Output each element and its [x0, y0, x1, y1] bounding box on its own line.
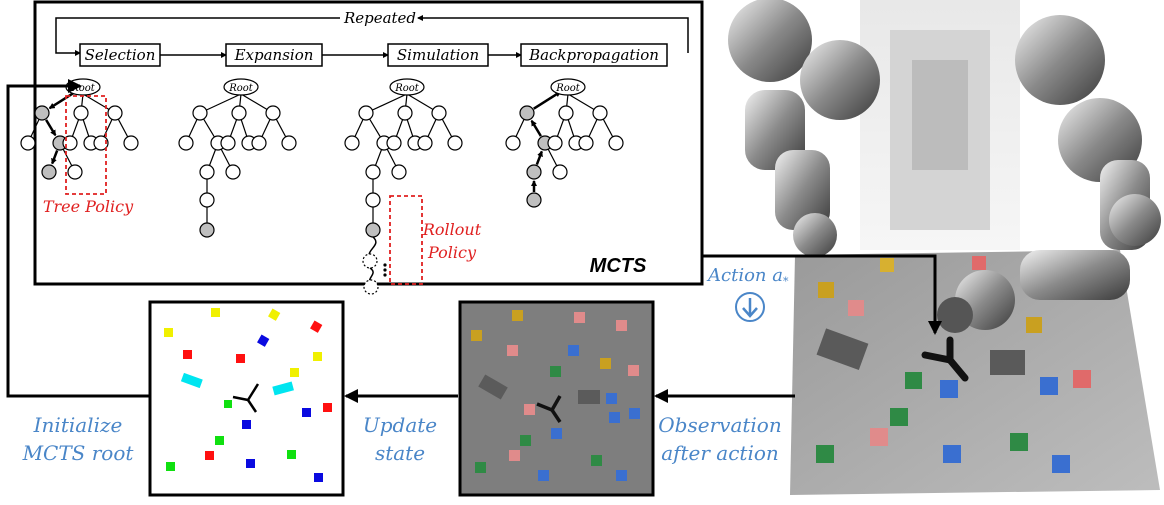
tree-node [199, 222, 215, 238]
tree-node [365, 222, 381, 238]
tree-node [397, 105, 413, 121]
tree-node [231, 105, 247, 121]
robot-right-arm [937, 15, 1161, 333]
tree-node [251, 135, 267, 151]
simulation-label: Simulation [397, 46, 479, 64]
update-label-2: state [375, 441, 425, 465]
tree-edge [530, 119, 542, 137]
tree-node [178, 135, 194, 151]
observation-label-1: Observation [658, 413, 781, 437]
robot-left-arm [728, 0, 880, 257]
backpropagation-box [520, 43, 668, 67]
rollout-policy-label-1: Rollout [422, 220, 482, 239]
tree-node [41, 164, 57, 180]
abstract-blocks [164, 308, 332, 482]
tree-node [225, 164, 241, 180]
tree-node [526, 164, 542, 180]
repeated-loop [55, 15, 689, 56]
rendered-blocks [471, 310, 640, 481]
tree-node [505, 135, 521, 151]
tree-node [73, 105, 89, 121]
initialize-label-1: Initialize [33, 413, 123, 437]
ellipsis-dot [383, 268, 387, 272]
tree-node [192, 105, 208, 121]
tree-edge [45, 119, 57, 137]
tree-edge [535, 150, 543, 165]
root-label: Root [394, 83, 420, 94]
action-arrow [702, 254, 942, 335]
tree-node [20, 135, 36, 151]
tree-node [431, 105, 447, 121]
ellipsis-dot [383, 263, 387, 267]
tree-node [526, 192, 542, 208]
tree-node [608, 135, 624, 151]
tree-node [558, 105, 574, 121]
update-label-1: Update [363, 413, 437, 437]
rollout-node [362, 253, 378, 269]
tree-node [93, 135, 109, 151]
gripper [921, 336, 969, 382]
tree-node [552, 164, 568, 180]
tree-edge [48, 90, 77, 110]
rollout-policy-label-2: Policy [427, 243, 477, 262]
tree-node [265, 105, 281, 121]
down-arrow-icon [735, 292, 765, 322]
tree-node [358, 105, 374, 121]
rollout-node [363, 279, 379, 295]
tree-node [547, 135, 563, 151]
tree-node [123, 135, 139, 151]
mcts-trees: Root Root Root Root [20, 78, 624, 295]
tree-node [386, 135, 402, 151]
action-label: Action a* [706, 265, 789, 288]
root-label: Root [555, 83, 581, 94]
robot-scene [705, 0, 1164, 505]
tree-edge [51, 150, 59, 165]
tree-policy-box [65, 95, 107, 195]
selection-label: Selection [85, 46, 156, 64]
tree-node [592, 105, 608, 121]
tree-node [220, 135, 236, 151]
expansion-label: Expansion [234, 46, 314, 64]
tree-node [344, 135, 360, 151]
rendered-gripper [536, 395, 562, 423]
tree-node [519, 105, 535, 121]
root-node [550, 78, 586, 96]
initialize-label-2: MCTS root [22, 441, 135, 465]
root-node [223, 78, 259, 96]
tree-node [578, 135, 594, 151]
tree-policy-label: Tree Policy [43, 197, 134, 216]
ellipsis-dot [383, 273, 387, 277]
repeated-label: Repeated [343, 9, 416, 27]
tree-node [67, 164, 83, 180]
observation-label-2: after action [661, 441, 779, 465]
table-blocks [816, 256, 1091, 473]
mcts-label: MCTS [590, 255, 647, 277]
tree-node [199, 164, 215, 180]
tree-node [391, 164, 407, 180]
tree-node [365, 192, 381, 208]
tree-node [447, 135, 463, 151]
root-node [389, 78, 425, 96]
tree-edge [533, 90, 562, 110]
tree-node [281, 135, 297, 151]
root-label: Root [228, 83, 254, 94]
tree-node [107, 105, 123, 121]
tree-node [365, 164, 381, 180]
root-label: Root [70, 83, 96, 94]
tree-node [34, 105, 50, 121]
rollout-policy-box [389, 195, 423, 285]
initialize-arrow [6, 79, 150, 398]
backpropagation-label: Backpropagation [528, 46, 659, 64]
rendered-state-box [458, 300, 655, 497]
abstract-gripper [232, 383, 260, 413]
tree-node [417, 135, 433, 151]
tree-node [199, 192, 215, 208]
stage-boxes: Selection Expansion Simulation Backpropa… [79, 43, 668, 67]
